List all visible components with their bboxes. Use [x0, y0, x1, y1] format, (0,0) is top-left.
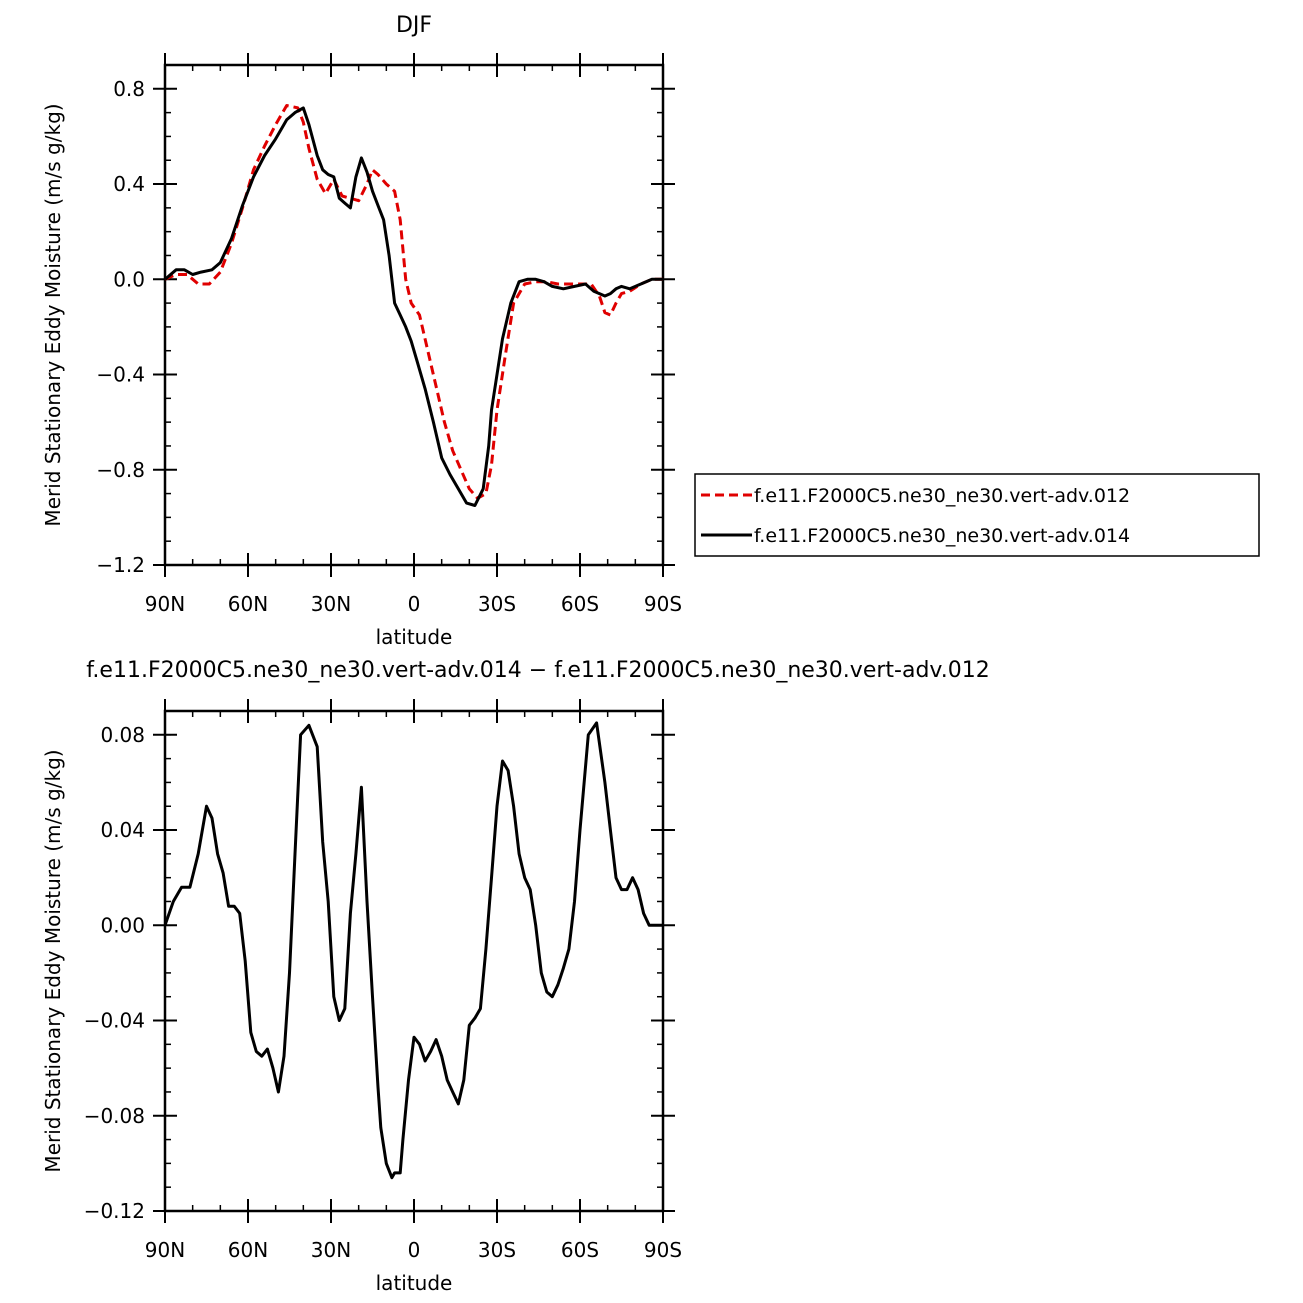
y-tick-label: 0.08 — [100, 723, 145, 747]
x-tick-label: 90S — [644, 592, 682, 616]
x-tick-label: 90S — [644, 1238, 682, 1262]
y-tick-label: 0.00 — [100, 913, 145, 937]
legend: f.e11.F2000C5.ne30_ne30.vert-adv.012 f.e1… — [694, 473, 1260, 557]
x-axis-title: latitude — [376, 1271, 453, 1295]
y-tick-label: −0.8 — [96, 458, 145, 482]
series-line-1-0 — [165, 721, 663, 1180]
legend-label: f.e11.F2000C5.ne30_ne30.vert-adv.012 — [754, 485, 1130, 507]
chart-title: f.e11.F2000C5.ne30_ne30.vert-adv.014 − f… — [86, 658, 989, 683]
plot-frame — [163, 709, 665, 1213]
x-tick-label: 30S — [478, 1238, 516, 1262]
series-line-0-1 — [165, 106, 663, 507]
x-tick-label: 30N — [311, 1238, 351, 1262]
x-tick-label: 90N — [145, 1238, 185, 1262]
x-tick-label: 60N — [228, 1238, 268, 1262]
plot-frame — [163, 63, 665, 567]
x-axis-title: latitude — [376, 625, 453, 649]
x-tick-label: 0 — [408, 592, 421, 616]
x-tick-label: 30S — [478, 592, 516, 616]
y-axis-title: Merid Stationary Eddy Moisture (m/s g/kg… — [41, 749, 65, 1172]
y-tick-label: −0.04 — [84, 1009, 145, 1033]
y-tick-label: −0.08 — [84, 1104, 145, 1128]
y-tick-label: 0.4 — [113, 172, 145, 196]
y-axis-title: Merid Stationary Eddy Moisture (m/s g/kg… — [41, 103, 65, 526]
legend-label: f.e11.F2000C5.ne30_ne30.vert-adv.014 — [754, 525, 1130, 547]
chart-title: DJF — [396, 13, 432, 38]
y-tick-label: −0.12 — [84, 1199, 145, 1223]
panel-bottom: f.e11.F2000C5.ne30_ne30.vert-adv.014 − f… — [41, 658, 990, 1295]
x-tick-label: 60S — [561, 592, 599, 616]
legend-box — [694, 473, 1260, 557]
y-tick-label: 0.04 — [100, 818, 145, 842]
x-tick-label: 60N — [228, 592, 268, 616]
y-tick-label: 0.8 — [113, 77, 145, 101]
y-tick-label: 0.0 — [113, 267, 145, 291]
series-line-0-0 — [165, 104, 663, 500]
x-tick-label: 30N — [311, 592, 351, 616]
y-tick-label: −0.4 — [96, 363, 145, 387]
x-tick-label: 0 — [408, 1238, 421, 1262]
y-tick-label: −1.2 — [96, 553, 145, 577]
x-tick-label: 60S — [561, 1238, 599, 1262]
x-tick-label: 90N — [145, 592, 185, 616]
